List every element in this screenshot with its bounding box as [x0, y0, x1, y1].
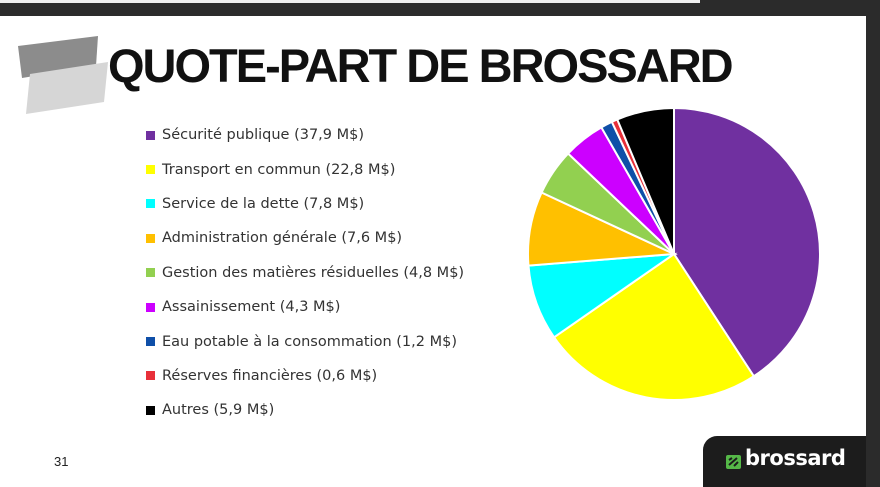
brossard-leaf-icon — [726, 455, 741, 469]
legend-swatch — [146, 371, 155, 381]
legend-item: Réserves financières (0,6 M$) — [146, 359, 464, 393]
legend-label: Réserves financières (0,6 M$) — [162, 367, 378, 384]
legend-item: Assainissement (4,3 M$) — [146, 290, 464, 324]
legend-item: Gestion des matières résiduelles (4,8 M$… — [146, 256, 464, 290]
pie-chart — [527, 106, 821, 401]
legend-swatch — [146, 233, 155, 243]
legend-label: Administration générale (7,6 M$) — [162, 230, 403, 247]
slide-title: QUOTE-PART DE BROSSARD — [108, 39, 734, 92]
legend-swatch — [146, 199, 155, 209]
legend-item: Administration générale (7,6 M$) — [146, 221, 464, 255]
legend-swatch — [146, 337, 155, 347]
legend-label: Assainissement (4,3 M$) — [162, 299, 341, 316]
title-decoration — [18, 36, 108, 114]
legend-label: Transport en commun (22,8 M$) — [162, 161, 396, 178]
legend-swatch — [146, 268, 155, 278]
pie-slice — [615, 106, 675, 255]
legend-label: Gestion des matières résiduelles (4,8 M$… — [162, 264, 465, 281]
page-number: 31 — [54, 454, 69, 469]
slide: QUOTE-PART DE BROSSARD Sécurité publique… — [0, 16, 866, 487]
top-strip-highlight — [0, 0, 700, 3]
legend-item: Autres (5,9 M$) — [146, 393, 464, 427]
legend-swatch — [146, 302, 155, 312]
legend-item: Transport en commun (22,8 M$) — [146, 152, 464, 186]
decoration-swoosh-light — [26, 62, 108, 114]
legend-label: Service de la dette (7,8 M$) — [162, 195, 365, 212]
legend-item: Sécurité publique (37,9 M$) — [146, 118, 464, 152]
legend-label: Autres (5,9 M$) — [162, 402, 275, 419]
legend-item: Service de la dette (7,8 M$) — [146, 187, 464, 221]
legend-item: Eau potable à la consommation (1,2 M$) — [146, 324, 464, 358]
brossard-logo: brossard — [703, 436, 866, 487]
legend-swatch — [146, 405, 155, 415]
legend-swatch — [146, 130, 155, 140]
window-right-edge — [866, 16, 880, 487]
legend-label: Sécurité publique (37,9 M$) — [162, 127, 365, 144]
pie-slice — [552, 252, 756, 401]
logo-wordmark: brossard — [745, 446, 846, 470]
window-top-strip — [0, 0, 880, 16]
chart-legend: Sécurité publique (37,9 M$) Transport en … — [146, 118, 464, 428]
legend-label: Eau potable à la consommation (1,2 M$) — [162, 333, 457, 350]
legend-swatch — [146, 165, 155, 175]
